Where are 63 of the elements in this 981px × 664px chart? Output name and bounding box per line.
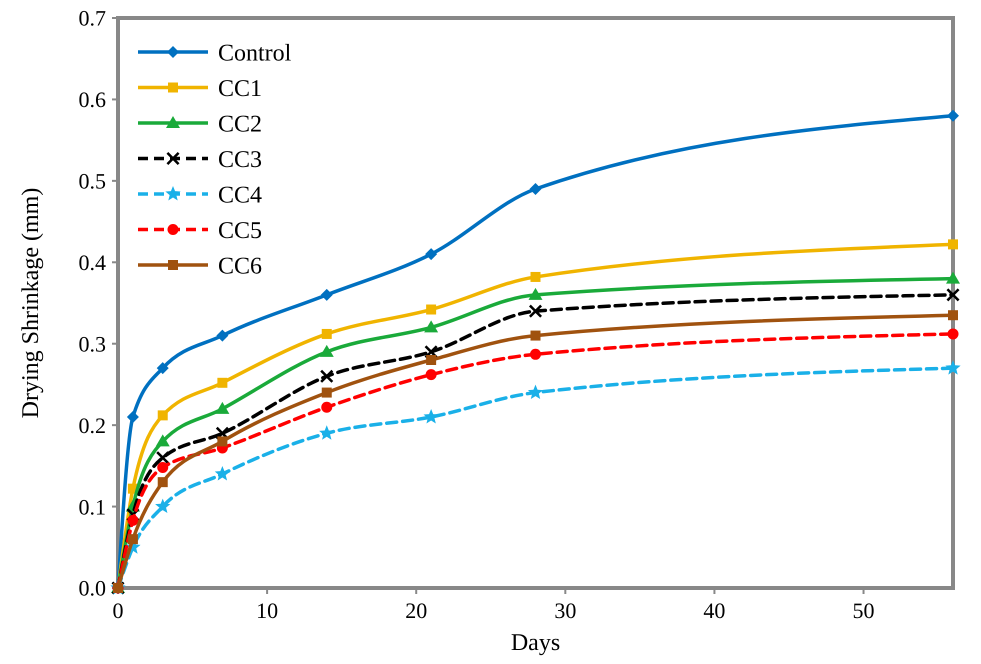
point xyxy=(946,288,960,302)
point xyxy=(529,304,542,318)
point xyxy=(155,498,170,514)
x-tick-label: 10 xyxy=(256,598,278,623)
point xyxy=(530,330,540,341)
legend-label: CC5 xyxy=(218,218,262,244)
point xyxy=(425,248,438,260)
x-tick-label: 20 xyxy=(405,598,428,623)
y-tick-label: 0.3 xyxy=(78,331,106,356)
y-tick-label: 0.0 xyxy=(78,576,106,601)
point xyxy=(157,462,168,473)
point xyxy=(320,288,333,301)
point xyxy=(426,304,436,315)
legend-label: CC6 xyxy=(218,253,262,280)
legend-label: Control xyxy=(218,40,292,66)
point xyxy=(322,388,332,398)
point xyxy=(530,348,541,360)
point xyxy=(156,434,170,446)
y-tick-label: 0.7 xyxy=(78,6,106,31)
legend-label: CC2 xyxy=(218,111,262,138)
x-axis-title: Days xyxy=(510,630,560,656)
point xyxy=(158,477,168,488)
point xyxy=(530,183,542,195)
point xyxy=(948,310,958,320)
point xyxy=(156,362,169,374)
point xyxy=(947,110,959,122)
point xyxy=(528,384,544,400)
point xyxy=(322,328,332,339)
point xyxy=(946,272,960,284)
point xyxy=(215,402,230,414)
y-tick-label: 0.4 xyxy=(78,250,106,275)
point xyxy=(948,239,958,250)
legend-label: CC1 xyxy=(218,76,262,102)
point xyxy=(128,534,138,544)
point xyxy=(126,411,139,423)
y-axis-title: Drying Shrinkage (mm) xyxy=(18,188,44,418)
x-tick-label: 40 xyxy=(703,598,726,623)
point xyxy=(320,370,334,383)
y-tick-label: 0.1 xyxy=(78,494,106,520)
point xyxy=(214,466,230,480)
point xyxy=(216,330,228,342)
point xyxy=(948,328,958,340)
point xyxy=(426,355,436,365)
point xyxy=(426,369,437,380)
point xyxy=(321,402,332,413)
y-tick-label: 0.5 xyxy=(78,168,106,194)
legend-label: CC3 xyxy=(218,146,262,173)
point xyxy=(530,272,540,282)
point xyxy=(217,378,228,388)
point xyxy=(158,410,168,420)
point xyxy=(127,514,138,526)
x-tick-label: 0 xyxy=(112,598,124,623)
y-tick-label: 0.6 xyxy=(78,87,106,112)
legend-label: CC4 xyxy=(218,182,262,208)
point xyxy=(528,288,542,300)
point xyxy=(156,451,170,464)
y-tick-label: 0.2 xyxy=(78,412,106,438)
point xyxy=(320,344,334,357)
x-tick-label: 50 xyxy=(852,598,875,623)
point xyxy=(424,320,438,332)
point xyxy=(217,436,228,446)
point xyxy=(945,360,961,375)
x-tick-label: 30 xyxy=(554,598,576,623)
